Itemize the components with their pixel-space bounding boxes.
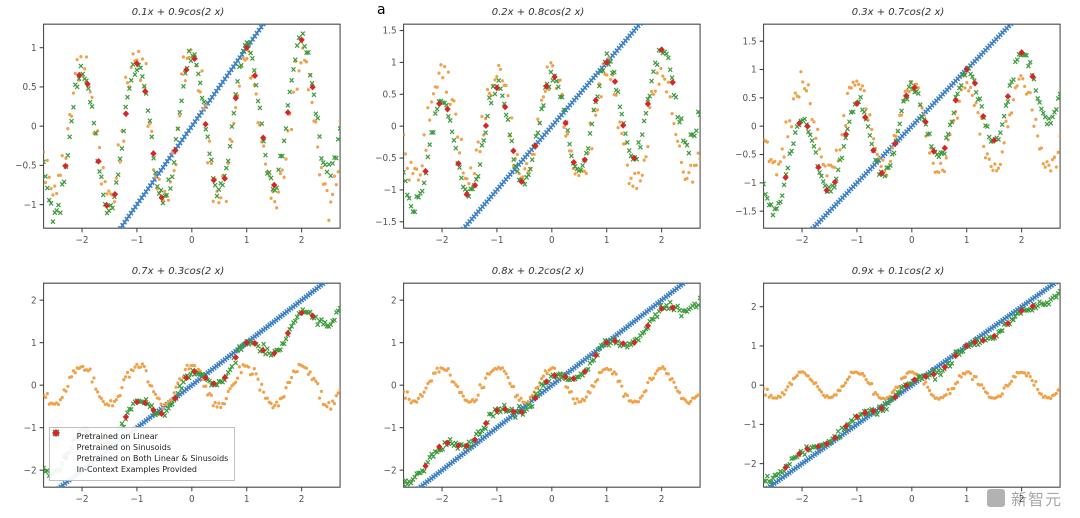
subplot-title: 0.2x + 0.8cos(2 x) bbox=[370, 8, 706, 18]
xtick-label: 2 bbox=[1019, 236, 1025, 246]
xtick-label: 0 bbox=[189, 236, 195, 246]
xtick-label: 0 bbox=[549, 495, 555, 505]
xtick-label: −2 bbox=[795, 236, 808, 246]
ytick-label: 0.5 bbox=[383, 90, 397, 100]
ytick-label: −1 bbox=[24, 201, 37, 211]
legend-swatch bbox=[54, 466, 72, 474]
subplot-2: 0.3x + 0.7cos(2 x) −2 −1 0 1 2 −1.5 −1 −0.5 0 0.5 1… bbox=[730, 8, 1066, 249]
watermark: 新智元 bbox=[987, 486, 1062, 510]
xtick-label: 1 bbox=[604, 495, 610, 505]
ytick-label: 0 bbox=[31, 122, 37, 132]
ytick-label: 1 bbox=[751, 65, 757, 75]
subplot-3: 0.7x + 0.3cos(2 x) −2 −1 0 1 2 −2 −1 0 1 2 Pretrain… bbox=[10, 267, 346, 508]
subplot-1: 0.2x + 0.8cos(2 x) −2 −1 0 1 2 −1.5 −1 −0.5 0 0.5 1… bbox=[370, 8, 706, 249]
xtick-label: 2 bbox=[659, 495, 665, 505]
xtick-label: 0 bbox=[909, 495, 915, 505]
subplot-0: 0.1x + 0.9cos(2 x) −2 −1 0 1 2 −1 −0.5 0 0.5 1 bbox=[10, 8, 346, 249]
legend-item: In-Context Examples Provided bbox=[54, 465, 229, 476]
legend: Pretrained on LinearPretrained on Sinuso… bbox=[49, 427, 236, 480]
ytick-label: 0 bbox=[31, 381, 37, 391]
xtick-label: −2 bbox=[435, 495, 448, 505]
subplot-grid: 0.1x + 0.9cos(2 x)−2−1012−1−0.500.510.2x… bbox=[0, 0, 1080, 518]
ytick-label: 1 bbox=[31, 339, 37, 349]
xtick-label: −1 bbox=[130, 236, 143, 246]
xtick-label: 1 bbox=[244, 495, 250, 505]
subplot-title: 0.9x + 0.1cos(2 x) bbox=[730, 267, 1066, 277]
plot-area: −2 −1 0 1 2 −1.5 −1 −0.5 0 0.5 1 1.5 bbox=[370, 20, 706, 249]
ytick-label: −2 bbox=[744, 460, 757, 470]
ytick-label: −1 bbox=[744, 420, 757, 430]
plot-area: −2 −1 0 1 2 −1.5 −1 −0.5 0 0.5 1 1.5 bbox=[730, 20, 1066, 249]
ytick-label: 1 bbox=[391, 339, 397, 349]
subplot-5: 0.9x + 0.1cos(2 x)−2−1012−2−1012 bbox=[730, 267, 1066, 508]
xtick-label: 1 bbox=[604, 236, 610, 246]
ytick-label: 0 bbox=[391, 122, 397, 132]
subplot-title: 0.3x + 0.7cos(2 x) bbox=[730, 8, 1066, 18]
xtick-label: −1 bbox=[850, 495, 863, 505]
ytick-label: 0 bbox=[751, 381, 757, 391]
xtick-label: −2 bbox=[435, 236, 448, 246]
ytick-label: 0.5 bbox=[23, 83, 37, 93]
xtick-label: −2 bbox=[75, 236, 88, 246]
ytick-label: 0 bbox=[391, 381, 397, 391]
ytick-label: 0.5 bbox=[743, 94, 757, 104]
ytick-label: 2 bbox=[751, 303, 757, 313]
ytick-label: 0 bbox=[751, 122, 757, 132]
plot-area: −2−1012−2−1012 bbox=[730, 279, 1066, 508]
xtick-label: −2 bbox=[75, 495, 88, 505]
wechat-icon bbox=[987, 489, 1005, 507]
xtick-label: −1 bbox=[490, 495, 503, 505]
subplot-title: 0.8x + 0.2cos(2 x) bbox=[370, 267, 706, 277]
ytick-label: −1 bbox=[744, 179, 757, 189]
ytick-label: −0.5 bbox=[15, 161, 37, 171]
subplot-title: 0.1x + 0.9cos(2 x) bbox=[10, 8, 346, 18]
ytick-label: −1.5 bbox=[735, 207, 757, 217]
plot-area: −2 −1 0 1 2 −2 −1 0 1 2 bbox=[370, 279, 706, 508]
ytick-label: −1.5 bbox=[375, 218, 397, 228]
ytick-label: 1 bbox=[751, 342, 757, 352]
watermark-text: 新智元 bbox=[1011, 486, 1062, 510]
ytick-label: −1 bbox=[384, 186, 397, 196]
ytick-label: 1 bbox=[391, 58, 397, 68]
xtick-label: 2 bbox=[659, 236, 665, 246]
ytick-label: −1 bbox=[24, 424, 37, 434]
xtick-label: 2 bbox=[299, 236, 305, 246]
ytick-label: 2 bbox=[391, 296, 397, 306]
ytick-label: −0.5 bbox=[375, 154, 397, 164]
subplot-title: 0.7x + 0.3cos(2 x) bbox=[10, 267, 346, 277]
ytick-label: −2 bbox=[384, 466, 397, 476]
ytick-label: 2 bbox=[31, 296, 37, 306]
xtick-label: −1 bbox=[850, 236, 863, 246]
ytick-label: −1 bbox=[384, 424, 397, 434]
ytick-label: 1 bbox=[31, 44, 37, 54]
xtick-label: −1 bbox=[490, 236, 503, 246]
xtick-label: 1 bbox=[964, 236, 970, 246]
xtick-label: −2 bbox=[795, 495, 808, 505]
ytick-label: −0.5 bbox=[735, 150, 757, 160]
xtick-label: −1 bbox=[130, 495, 143, 505]
xtick-label: 0 bbox=[909, 236, 915, 246]
xtick-label: 2 bbox=[299, 495, 305, 505]
plot-area: −2 −1 0 1 2 −2 −1 0 1 2 Pretrained on LinearPretra… bbox=[10, 279, 346, 508]
subplot-4: 0.8x + 0.2cos(2 x) −2 −1 0 1 2 −2 −1 0 1 2 bbox=[370, 267, 706, 508]
plot-area: −2 −1 0 1 2 −1 −0.5 0 0.5 1 bbox=[10, 20, 346, 249]
xtick-label: 0 bbox=[549, 236, 555, 246]
ytick-label: −2 bbox=[24, 466, 37, 476]
ytick-label: 1.5 bbox=[743, 37, 757, 47]
ytick-label: 1.5 bbox=[383, 26, 397, 36]
xtick-label: 1 bbox=[964, 495, 970, 505]
xtick-label: 0 bbox=[189, 495, 195, 505]
xtick-label: 1 bbox=[244, 236, 250, 246]
